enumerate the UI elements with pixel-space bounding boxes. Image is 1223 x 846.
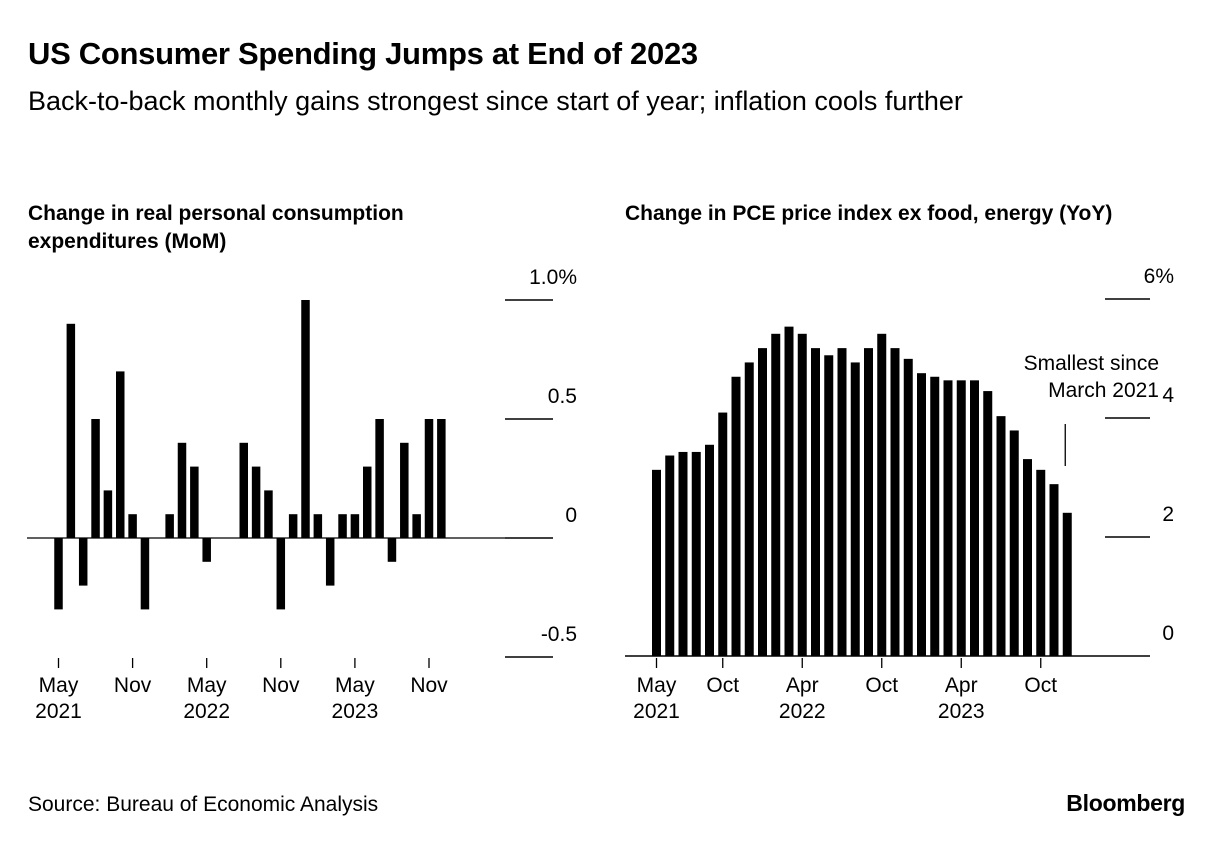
bar (190, 466, 199, 538)
bar (276, 538, 286, 610)
x-tick-label: May (637, 674, 677, 697)
x-tick-year-label: 2023 (938, 700, 985, 723)
x-tick-label: May (335, 674, 375, 697)
bar (165, 514, 174, 538)
bar (718, 412, 728, 656)
bar (864, 348, 873, 656)
bar (412, 514, 421, 538)
y-tick-label: -0.5 (541, 623, 577, 646)
bar (877, 333, 887, 656)
y-tick-label: 0.5 (548, 385, 577, 408)
bar (424, 419, 434, 538)
bar (239, 442, 248, 538)
bar (140, 538, 150, 610)
bar (66, 323, 76, 538)
bar (943, 380, 953, 656)
bar (1049, 484, 1059, 656)
bar (177, 442, 187, 538)
bar (301, 300, 310, 538)
bar (771, 333, 781, 656)
bar (1023, 459, 1032, 656)
bar (338, 514, 347, 538)
bar (350, 514, 360, 538)
bar (288, 514, 298, 538)
x-tick-label: Nov (114, 674, 152, 697)
bar (903, 358, 913, 656)
bar (890, 348, 900, 656)
y-tick-label: 1.0% (529, 266, 577, 289)
bar (678, 451, 688, 656)
bar (91, 419, 100, 538)
y-tick-label: 4 (1162, 384, 1174, 407)
bar (731, 376, 741, 656)
x-tick-label: May (187, 674, 227, 697)
bar (116, 371, 125, 538)
bar (811, 348, 820, 656)
bar (54, 538, 63, 610)
right-panel-title: Change in PCE price index ex food, energ… (625, 202, 1113, 225)
bar (313, 514, 323, 538)
y-tick-label: 0 (1162, 622, 1174, 645)
bar (375, 419, 384, 538)
bar (784, 326, 794, 656)
bar (1009, 430, 1019, 656)
bar (850, 362, 860, 656)
chart-subtitle: Back-to-back monthly gains strongest sin… (28, 86, 963, 116)
bar (758, 348, 767, 656)
bar (400, 442, 409, 538)
bar (970, 380, 979, 656)
chart-title: US Consumer Spending Jumps at End of 202… (28, 36, 698, 71)
bar (1062, 512, 1072, 656)
bar (824, 355, 834, 656)
bar (652, 469, 661, 656)
bar (996, 416, 1006, 656)
bar (325, 538, 335, 586)
annotation-text: Smallest since (1024, 352, 1159, 375)
x-tick-year-label: 2022 (183, 700, 230, 723)
x-tick-label: Oct (1024, 674, 1057, 697)
bar (956, 380, 966, 656)
bar (128, 514, 137, 538)
bar (363, 466, 372, 538)
bar (930, 376, 940, 656)
x-tick-label: Apr (786, 674, 819, 697)
x-tick-label: May (39, 674, 79, 697)
bar (983, 391, 993, 656)
bar (251, 466, 261, 538)
x-tick-year-label: 2022 (779, 700, 826, 723)
y-tick-label: 2 (1162, 503, 1174, 526)
bar (78, 538, 88, 586)
bar (705, 444, 714, 656)
annotation-text: March 2021 (1048, 379, 1159, 402)
bar (103, 490, 113, 538)
x-tick-year-label: 2021 (633, 700, 680, 723)
bar (691, 451, 701, 656)
x-tick-label: Oct (706, 674, 739, 697)
bar (1036, 469, 1046, 656)
bar (917, 373, 926, 656)
bar (744, 362, 754, 656)
bar (264, 490, 273, 538)
bar (202, 538, 211, 562)
bar (437, 419, 446, 538)
x-tick-year-label: 2023 (332, 700, 379, 723)
source-note: Source: Bureau of Economic Analysis (28, 793, 379, 816)
bar (797, 333, 807, 656)
x-tick-label: Nov (262, 674, 300, 697)
left-panel-title: Change in real personal consumption expe… (28, 202, 404, 253)
x-tick-label: Apr (945, 674, 978, 697)
bloomberg-logo: Bloomberg (1066, 790, 1185, 816)
y-tick-label: 6% (1144, 265, 1174, 288)
y-tick-label: 0 (565, 504, 577, 527)
bar (387, 538, 397, 562)
bar (837, 348, 847, 656)
x-tick-label: Nov (410, 674, 448, 697)
bar (665, 455, 675, 656)
x-tick-label: Oct (865, 674, 898, 697)
x-tick-year-label: 2021 (35, 700, 82, 723)
